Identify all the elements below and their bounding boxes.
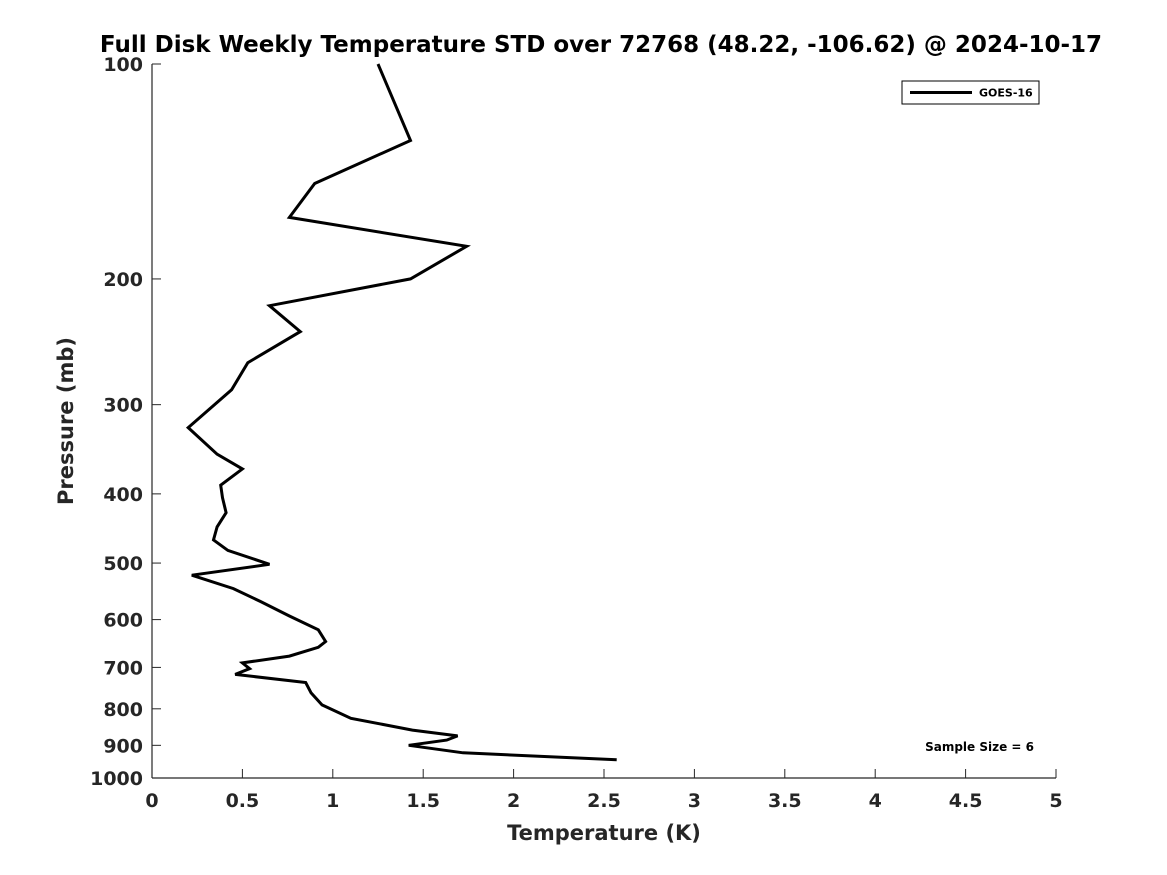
sample-size-annotation: Sample Size = 6 [925,740,1034,754]
legend: GOES-16 [901,80,1040,105]
y-tick-label: 800 [103,699,143,721]
legend-label: GOES-16 [979,87,1033,100]
series-layer [185,63,617,762]
tick-marks: 0 0.5 1 1.5 2 2.5 3 3.5 4 4.5 5 100 200 300 400 500 600 7… [90,54,1063,812]
y-tick-label: 200 [103,269,143,291]
x-tick-label: 5 [1049,790,1062,812]
y-tick-label: 100 [103,54,143,76]
x-tick-label: 1.5 [406,790,440,812]
y-tick-label: 500 [103,553,143,575]
y-tick-label: 600 [103,610,143,632]
y-tick-label: 1000 [90,768,143,790]
x-axis-label: Temperature (K) [507,821,701,845]
y-tick-label: 900 [103,735,143,757]
x-tick-label: 2 [507,790,520,812]
y-tick-label: 700 [103,657,143,679]
x-tick-label: 4 [869,790,882,812]
y-tick-label: 300 [103,395,143,417]
series-line [185,63,617,762]
y-tick-label: 400 [103,484,143,506]
chart-title: Full Disk Weekly Temperature STD over 72… [100,32,1102,58]
x-tick-label: 4.5 [949,790,983,812]
x-tick-label: 0 [145,790,158,812]
x-tick-label: 0.5 [226,790,260,812]
y-axis-label: Pressure (mb) [54,337,78,505]
x-tick-label: 1 [326,790,339,812]
x-tick-label: 2.5 [587,790,621,812]
x-tick-label: 3.5 [768,790,802,812]
x-tick-label: 3 [688,790,701,812]
